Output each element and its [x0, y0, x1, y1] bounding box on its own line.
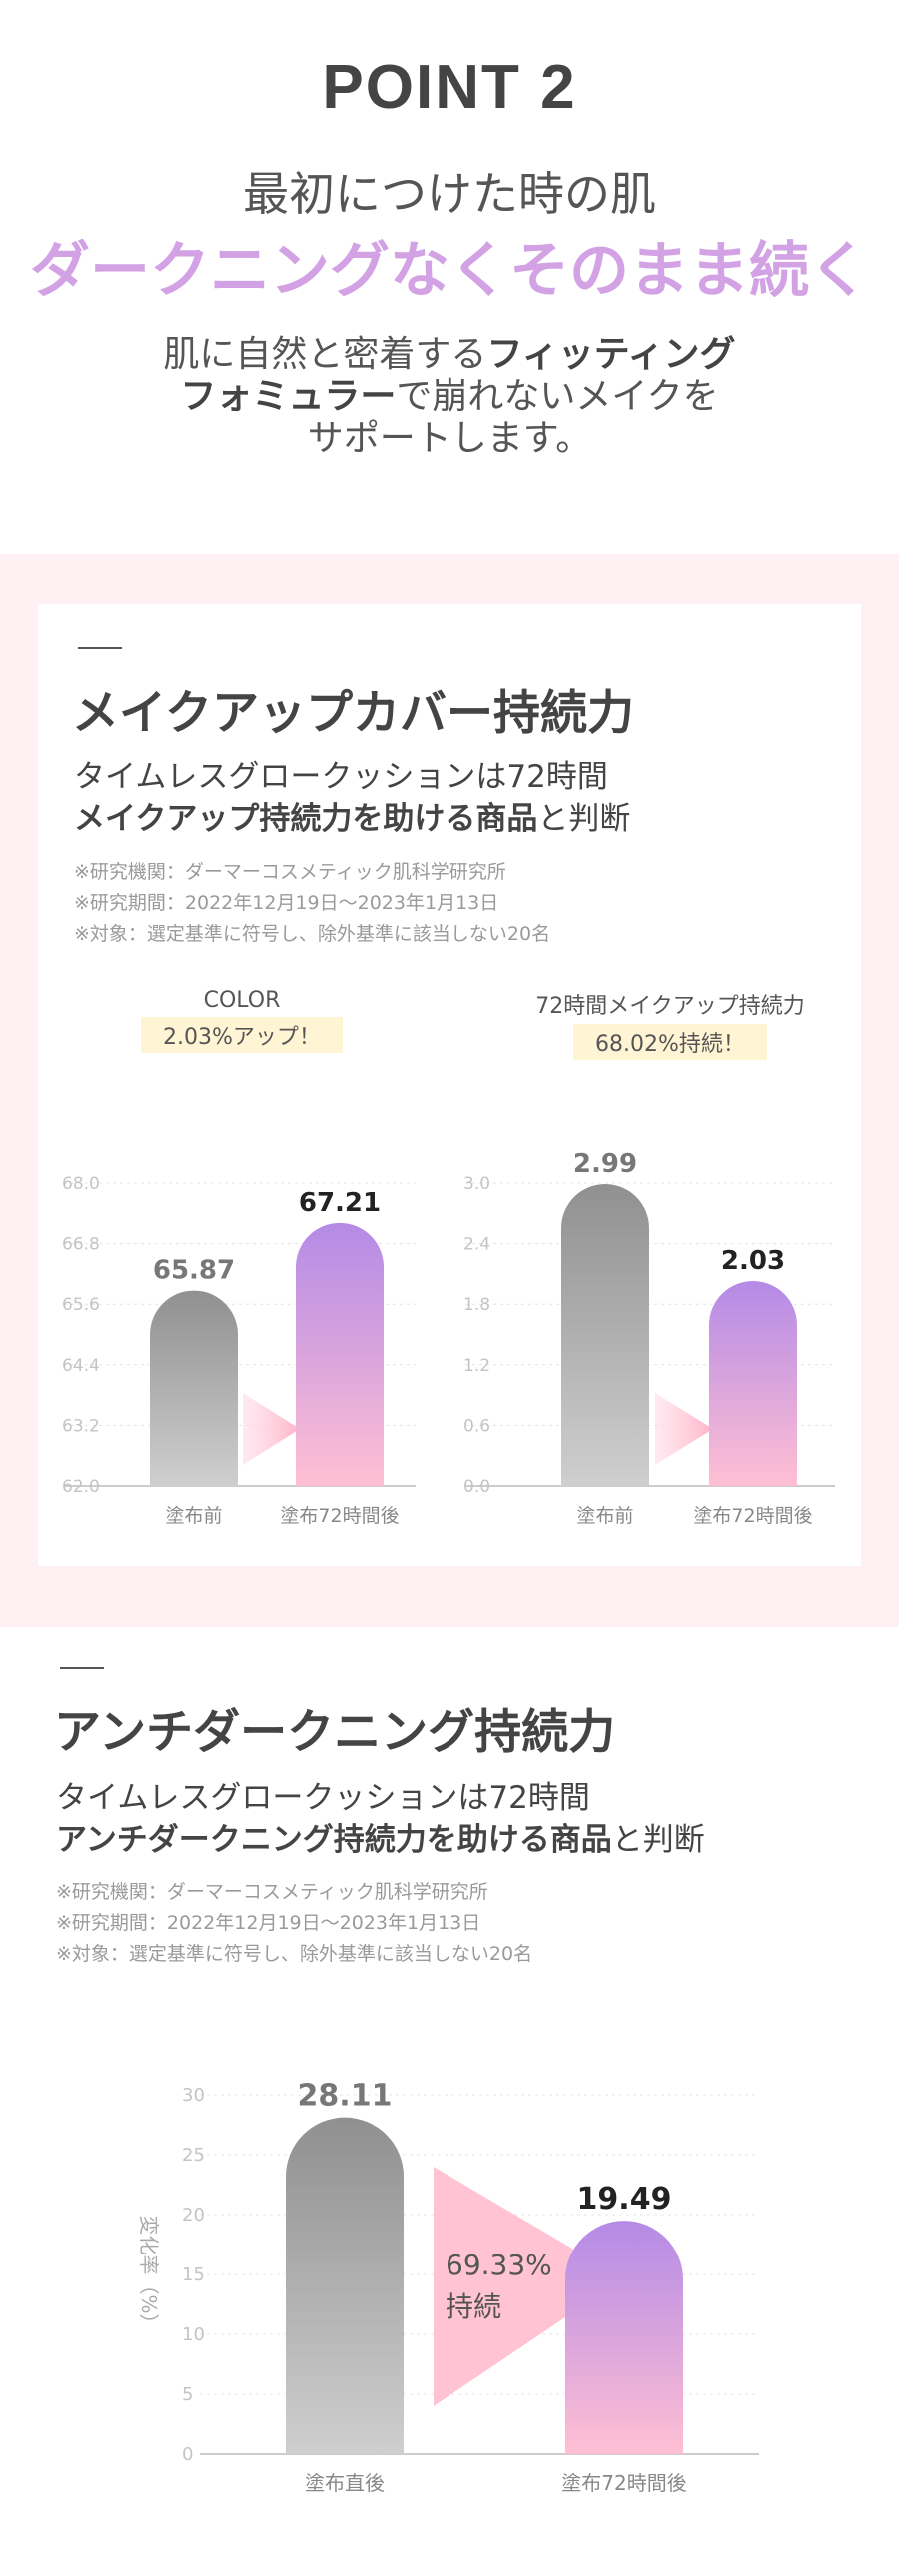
category-label: 塗布72時間後	[280, 1504, 399, 1527]
headline-line2: ダークニングなくそのまま続く	[30, 236, 869, 306]
section2-sub-line2-plain: と判断	[611, 1822, 705, 1858]
note-institution: ※研究機関：ダーマーコスメティック肌科学研究所	[56, 1881, 488, 1903]
makeup-duration-chart: 3.0 2.4 1.8 1.2 0.6 0.0 2.99 塗布前 2.03 塗布72時間後	[463, 1149, 835, 1527]
note-subjects: ※対象：選定基準に符号し、除外基準に該当しない20名	[56, 1943, 533, 1965]
value-label: 65.87	[153, 1256, 235, 1286]
y-axis-label: 変化率（%）	[137, 2215, 161, 2333]
y-tick-label: 0.0	[463, 1477, 490, 1497]
value-label: 2.99	[573, 1149, 637, 1179]
section1-sub-line2-bold: メイクアップ持続力を助ける商品	[74, 801, 538, 837]
section2-subtitle: タイムレスグロークッションは72時間 アンチダークニング持続力を助ける商品と判断	[56, 1777, 705, 1861]
y-tick-label: 62.0	[62, 1477, 100, 1497]
bar-after	[709, 1281, 797, 1486]
section1-subtitle: タイムレスグロークッションは72時間 メイクアップ持続力を助ける商品と判断	[74, 756, 630, 840]
chart2-label: 72時間メイクアップ持続力 68.02%持続！	[515, 988, 825, 1060]
annotation-label: 持続	[446, 2290, 501, 2323]
chart1-label: COLOR 2.03%アップ！	[122, 988, 362, 1053]
color-chart: 68.0 66.8 65.6 64.4 63.2 62.0 65.87 塗布前 67.21 塗布7…	[62, 1174, 416, 1527]
value-label: 28.11	[298, 2079, 393, 2114]
arrow-icon	[434, 2167, 623, 2406]
note-period: ※研究期間：2022年12月19日～2023年1月13日	[74, 892, 499, 914]
chart2-badge: 68.02%持続！	[573, 1024, 767, 1060]
section2-notes: ※研究機関：ダーマーコスメティック肌科学研究所 ※研究期間：2022年12月19…	[56, 1877, 532, 1970]
y-tick-label: 1.8	[463, 1295, 490, 1315]
bar-before	[286, 2117, 404, 2454]
bar-after	[296, 1222, 384, 1486]
point-heading: POINT 2	[322, 53, 577, 122]
makeup-cover-card: メイクアップカバー持続力 タイムレスグロークッションは72時間 メイクアップ持続…	[38, 604, 861, 1566]
y-tick-label: 66.8	[62, 1235, 100, 1255]
arrow-icon	[655, 1393, 713, 1465]
y-tick-label: 0.6	[463, 1416, 490, 1436]
bar-before	[150, 1290, 238, 1486]
value-label: 19.49	[577, 2182, 672, 2217]
category-label: 塗布前	[165, 1504, 222, 1527]
y-tick-label: 3.0	[463, 1174, 490, 1194]
divider-dash	[60, 1667, 104, 1669]
category-label: 塗布前	[576, 1504, 633, 1527]
chart1-title: COLOR	[203, 988, 281, 1013]
y-tick-label: 30	[182, 2085, 205, 2106]
y-tick-label: 15	[182, 2264, 205, 2285]
chart2-title: 72時間メイクアップ持続力	[535, 994, 805, 1019]
category-label: 塗布72時間後	[693, 1504, 812, 1527]
y-tick-label: 0	[182, 2444, 193, 2465]
section1-sub-line2-plain: と判断	[537, 801, 631, 837]
section1-notes: ※研究機関：ダーマーコスメティック肌科学研究所 ※研究期間：2022年12月19…	[74, 857, 550, 950]
value-label: 2.03	[721, 1246, 785, 1276]
lead-line2-bold: フォミュラー	[180, 376, 397, 417]
category-label: 塗布72時間後	[561, 2471, 686, 2495]
y-tick-label: 25	[182, 2145, 205, 2166]
bar-after	[565, 2221, 683, 2454]
divider-dash	[78, 647, 122, 649]
section1-sub-line1: タイムレスグロークッションは72時間	[74, 759, 608, 795]
lead-line3: サポートします。	[307, 418, 592, 459]
y-tick-label: 20	[182, 2205, 205, 2226]
category-label: 塗布直後	[305, 2471, 385, 2495]
section1-title: メイクアップカバー持続力	[72, 686, 635, 741]
y-tick-label: 10	[182, 2324, 205, 2345]
value-label: 67.21	[299, 1188, 381, 1218]
y-tick-label: 5	[182, 2384, 193, 2405]
chart1-badge: 2.03%アップ！	[141, 1017, 343, 1053]
lead-line2-plain: で崩れないメイクを	[396, 376, 719, 417]
y-tick-label: 65.6	[62, 1295, 100, 1315]
bar-before	[561, 1184, 649, 1486]
lead-text: 肌に自然と密着するフィッティング フォミュラーで崩れないメイクを サポートします…	[0, 334, 899, 460]
y-tick-label: 64.4	[62, 1356, 100, 1376]
annotation-percent: 69.33%	[446, 2249, 552, 2281]
y-tick-label: 1.2	[463, 1356, 490, 1376]
y-tick-label: 2.4	[463, 1235, 490, 1255]
section2-sub-line1: タイムレスグロークッションは72時間	[56, 1780, 590, 1816]
headline-line1: 最初につけた時の肌	[243, 167, 656, 221]
y-tick-label: 63.2	[62, 1416, 100, 1436]
section2-title: アンチダークニング持続力	[54, 1705, 616, 1760]
arrow-icon	[243, 1393, 300, 1465]
y-tick-label: 68.0	[62, 1174, 100, 1194]
note-period: ※研究期間：2022年12月19日～2023年1月13日	[56, 1912, 481, 1934]
note-subjects: ※対象：選定基準に符号し、除外基準に該当しない20名	[74, 923, 551, 945]
anti-darkening-chart: 30 25 20 15 10 5 0 変化率（%） 28.11 塗布直後 19.49 塗布72時間後 6…	[137, 2079, 759, 2495]
section2-sub-line2-bold: アンチダークニング持続力を助ける商品	[56, 1822, 612, 1858]
lead-line1-plain: 肌に自然と密着する	[163, 334, 487, 375]
hero-section: POINT 2 最初につけた時の肌 ダークニングなくそのまま続く 肌に自然と密着…	[0, 0, 899, 554]
note-institution: ※研究機関：ダーマーコスメティック肌科学研究所	[74, 861, 506, 883]
lead-line1-bold: フィッティング	[486, 334, 736, 375]
